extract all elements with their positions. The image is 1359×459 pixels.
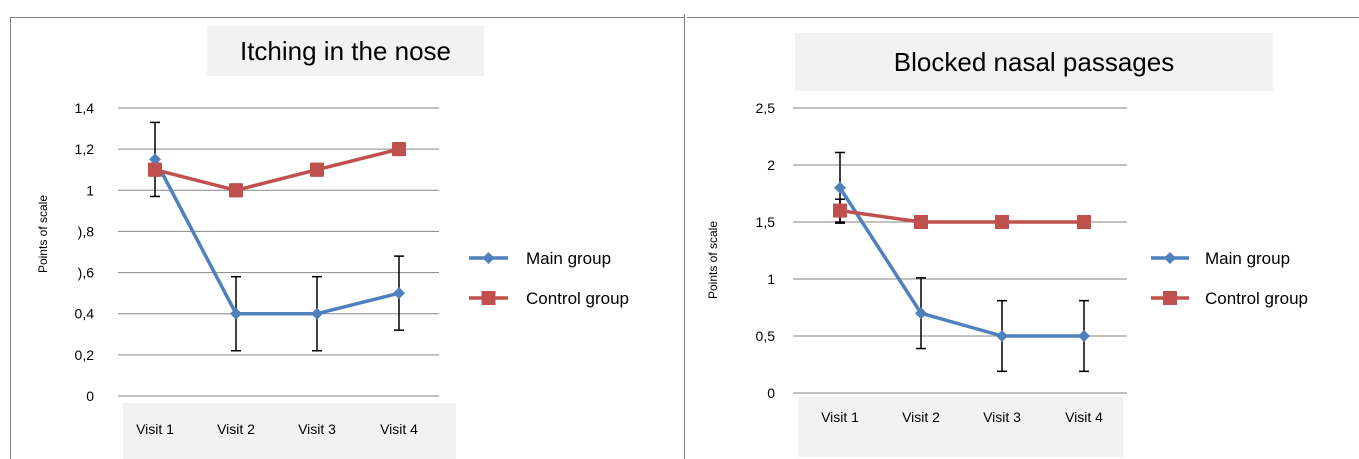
data-point-control-group (833, 203, 847, 218)
legend-marker-diamond (1164, 252, 1176, 264)
x-tick-label: Visit 3 (983, 409, 1021, 425)
y-tick-label: 0,5 (756, 328, 776, 344)
y-tick-label: 2,5 (756, 100, 776, 116)
y-axis-label: Points of scale (36, 195, 50, 273)
data-point-main-group (996, 330, 1008, 342)
y-tick-label: ),8 (78, 223, 95, 239)
legend-marker-diamond (482, 252, 495, 264)
panel-border-top (687, 17, 1359, 18)
legend-label: Control group (1205, 289, 1308, 308)
x-tick-label: Visit 2 (217, 421, 255, 437)
x-tick-label: Visit 4 (380, 421, 418, 437)
chart-title: Itching in the nose (207, 26, 484, 76)
legend-marker-square (481, 291, 496, 305)
chart-itching-in-the-nose: 0 0,2 0,4 ),6 ),8 1 1,2 1,4 Visit 1 Visit 2 Visit … (36, 100, 629, 437)
panel-border-left (10, 17, 11, 459)
data-point-control-group (914, 215, 928, 229)
x-tick-label: Visit 1 (821, 409, 859, 425)
y-tick-label: 1 (767, 271, 775, 287)
data-point-main-group (393, 287, 405, 300)
data-point-control-group (148, 162, 162, 177)
legend-label: Main group (526, 249, 611, 268)
chart-panel-blocked: Blocked nasal passages 0 0,5 1 1,5 2 2,5 Visit… (685, 0, 1359, 459)
series-line-main-group (153, 158, 400, 316)
y-tick-label: 0,2 (75, 347, 95, 363)
y-tick-label: ),6 (78, 265, 95, 281)
legend-label: Control group (526, 289, 629, 308)
data-point-main-group (230, 307, 242, 320)
x-tick-label: Visit 1 (136, 421, 174, 437)
series-line-control-group (154, 147, 400, 193)
series-line-control-group (839, 208, 1084, 224)
y-tick-label: 1 (86, 182, 94, 198)
x-tick-label: Visit 2 (902, 409, 940, 425)
series-line-main-group (838, 186, 1084, 338)
x-tick-label: Visit 3 (298, 421, 336, 437)
y-axis-label: Points of scale (706, 221, 720, 299)
data-point-control-group (1077, 215, 1091, 229)
chart-title: Blocked nasal passages (795, 33, 1273, 91)
x-axis-label-box (798, 397, 1123, 457)
data-point-control-group (995, 215, 1009, 229)
x-axis-label-box (123, 403, 456, 459)
panel-border-top (10, 17, 685, 18)
y-tick-label: 0 (767, 385, 775, 401)
y-tick-label: 0 (86, 388, 94, 404)
data-point-main-group (915, 307, 927, 320)
data-point-control-group (392, 142, 406, 157)
y-tick-label: 1,4 (75, 100, 95, 116)
legend-marker-square (1163, 291, 1177, 305)
chart-panel-itching: Itching in the nose 0 0,2 0,4 ),6 ),8 1 1,2 1,4… (10, 14, 686, 459)
data-point-main-group (834, 181, 846, 194)
x-tick-label: Visit 4 (1065, 409, 1103, 425)
data-point-main-group (311, 307, 323, 320)
y-tick-label: 0,4 (75, 306, 95, 322)
legend-label: Main group (1205, 249, 1290, 268)
data-point-main-group (1078, 330, 1090, 342)
data-point-control-group (229, 183, 243, 198)
y-tick-label: 1,2 (75, 141, 95, 157)
data-point-control-group (310, 162, 324, 177)
data-point-main-group (149, 153, 161, 166)
chart-blocked-nasal-passages: 0 0,5 1 1,5 2 2,5 Visit 1 Visit 2 Visit 3 Visit 4… (706, 100, 1308, 425)
y-tick-label: 2 (767, 157, 775, 173)
y-tick-label: 1,5 (756, 214, 776, 230)
